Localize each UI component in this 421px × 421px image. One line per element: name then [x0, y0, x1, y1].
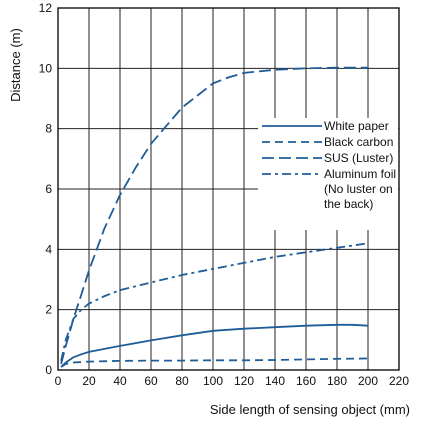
y-tick-label: 6	[45, 182, 52, 196]
plot-border	[57, 7, 400, 371]
legend-label: White paper	[324, 119, 389, 133]
tick-labels: 0 20 40 60 80 100 120 140 160 180 200 220 0 2 4 6 8 10 12	[39, 1, 410, 388]
legend-label: SUS (Luster)	[324, 151, 393, 165]
y-tick-label: 2	[45, 303, 52, 317]
x-tick-label: 40	[113, 374, 127, 388]
y-tick-label: 12	[39, 1, 53, 15]
x-tick-label: 140	[265, 374, 285, 388]
x-tick-label: 20	[82, 374, 96, 388]
series-line-3	[60, 66, 368, 365]
x-tick-label: 60	[144, 374, 158, 388]
legend-label: (No luster on	[324, 182, 393, 196]
x-tick-label: 100	[203, 374, 223, 388]
x-tick-label: 180	[327, 374, 347, 388]
series-line-2	[60, 357, 369, 368]
x-axis-label: Side length of sensing object (mm)	[210, 402, 410, 417]
y-tick-label: 4	[45, 242, 52, 256]
y-tick-label: 10	[39, 61, 53, 75]
series-line-1	[60, 323, 369, 368]
legend-background	[258, 118, 398, 230]
x-tick-label: 220	[389, 374, 409, 388]
y-axis-label: Distance (m)	[8, 28, 23, 102]
x-tick-label: 160	[296, 374, 316, 388]
legend-label: Aluminum foil	[324, 167, 396, 181]
plot-frame	[57, 7, 400, 371]
legend: White paper Black carbon SUS (Luster) Alumi…	[258, 118, 398, 230]
x-tick-label: 120	[234, 374, 254, 388]
series-line-4	[60, 242, 369, 362]
x-tick-label: 200	[358, 374, 378, 388]
legend-label: Black carbon	[324, 135, 393, 149]
x-tick-label: 0	[55, 374, 62, 388]
y-tick-label: 0	[45, 363, 52, 377]
legend-label: the back)	[324, 197, 373, 211]
y-tick-label: 8	[45, 122, 52, 136]
series-layer	[60, 66, 369, 368]
x-tick-label: 80	[175, 374, 189, 388]
